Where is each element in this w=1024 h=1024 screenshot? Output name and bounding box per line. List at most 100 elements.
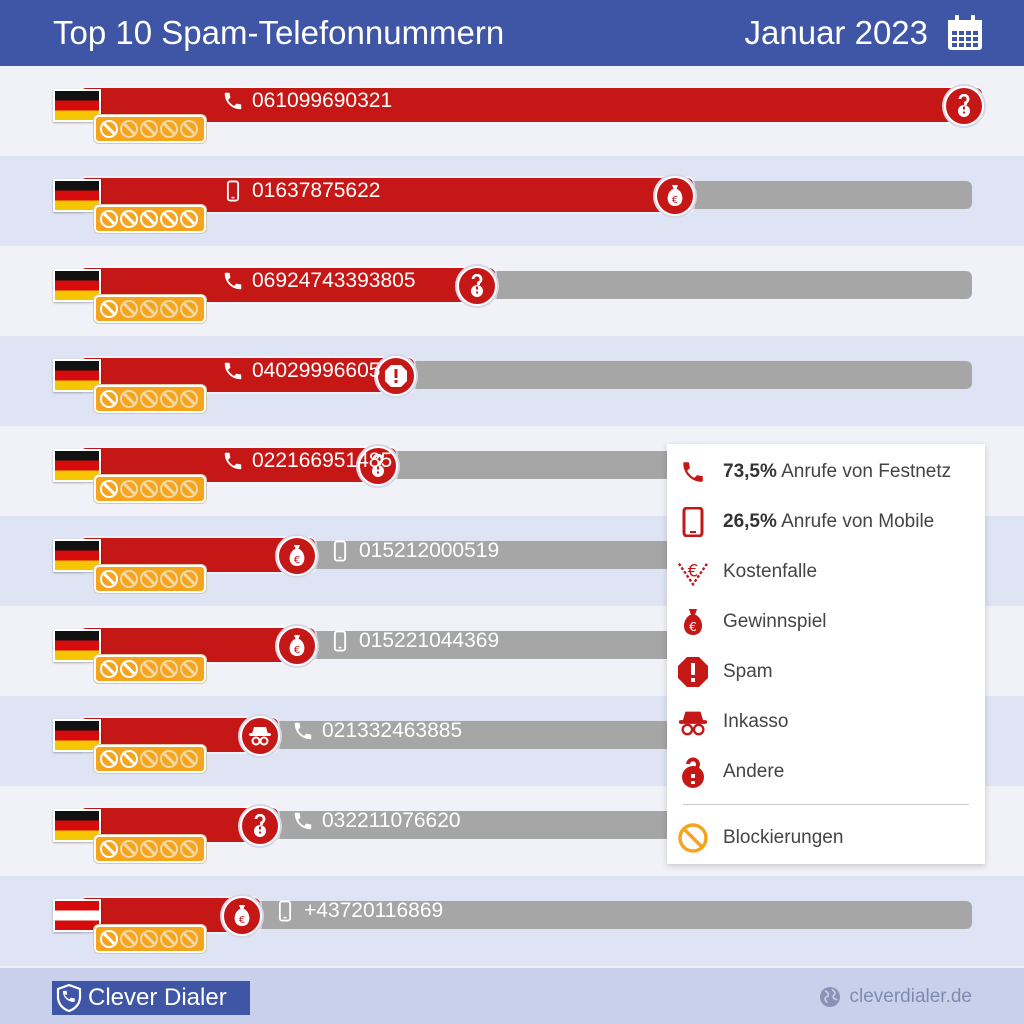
block-icon (140, 660, 158, 678)
block-icon (140, 480, 158, 498)
table-row: 04029996605 (0, 336, 1024, 426)
blockings-badge (94, 745, 206, 773)
legend-spam-label: Spam (723, 661, 773, 682)
block-icon (180, 840, 198, 858)
landline-phone-icon (224, 362, 242, 380)
block-icon (160, 570, 178, 588)
phone-number-text: +43720116869 (304, 899, 444, 922)
block-icon (160, 750, 178, 768)
block-icon (100, 570, 118, 588)
andere-category-icon (240, 806, 280, 846)
table-row: €01637875622 (0, 156, 1024, 246)
legend-mobile: 26,5% Anrufe von Mobile (677, 506, 934, 538)
cost-trap-icon: € (677, 561, 709, 587)
legend-mobile-label: Anrufe von Mobile (781, 511, 935, 532)
phone-number: 022166951485 (222, 449, 392, 473)
header-bar: Top 10 Spam-Telefonnummern Januar 2023 (0, 0, 1024, 66)
block-icon (100, 210, 118, 228)
phone-number: +43720116869 (274, 899, 443, 923)
block-icon (160, 390, 178, 408)
phone-number: 021332463885 (292, 719, 462, 743)
bar-fill (80, 88, 982, 122)
svg-text:€: € (294, 645, 300, 656)
table-row: 061099690321 (0, 66, 1024, 156)
block-icon (180, 480, 198, 498)
block-icon (120, 210, 138, 228)
legend-andere: Andere (677, 756, 784, 788)
blockings-badge (94, 205, 206, 233)
gewinnspiel-category-icon: € (222, 896, 262, 936)
block-icon (160, 480, 178, 498)
phone-number: 061099690321 (222, 89, 392, 113)
phone-number-text: 04029996605 (252, 359, 381, 382)
block-icon (100, 750, 118, 768)
legend-blockierungen: Blockierungen (677, 822, 843, 854)
blockings-badge (94, 925, 206, 953)
block-icon (678, 823, 708, 853)
block-icon (160, 300, 178, 318)
legend-festnetz-value: 73,5% (723, 461, 777, 482)
other-question-icon (682, 757, 704, 788)
mobile-phone-icon (333, 540, 347, 562)
blockings-badge (94, 115, 206, 143)
block-icon (180, 750, 198, 768)
calendar-icon (948, 15, 982, 50)
mobile-phone-icon (226, 180, 240, 202)
legend-inkasso: Inkasso (677, 706, 788, 738)
blockings-badge (94, 385, 206, 413)
shield-phone-icon (56, 984, 82, 1012)
flag-de-icon (53, 449, 101, 482)
block-icon (160, 660, 178, 678)
block-icon (180, 210, 198, 228)
block-icon (160, 210, 178, 228)
mobile-phone-icon (682, 507, 704, 537)
blockings-badge (94, 655, 206, 683)
brand-name: Clever Dialer (88, 984, 227, 1011)
spam-warning-icon (678, 657, 708, 687)
block-icon (180, 930, 198, 948)
block-icon (100, 120, 118, 138)
block-icon (120, 480, 138, 498)
legend-panel: 73,5% Anrufe von Festnetz 26,5% Anrufe v… (667, 444, 985, 864)
mobile-phone-icon (278, 900, 292, 922)
svg-text:€: € (689, 620, 697, 634)
flag-de-icon (53, 539, 101, 572)
block-icon (100, 300, 118, 318)
brand-logo: Clever Dialer (52, 981, 250, 1015)
flag-de-icon (53, 269, 101, 302)
flag-de-icon (53, 89, 101, 122)
block-icon (100, 930, 118, 948)
block-icon (120, 660, 138, 678)
website-link[interactable]: cleverdialer.de (819, 986, 972, 1008)
debt-collector-icon (678, 711, 708, 736)
phone-number-text: 021332463885 (322, 719, 463, 742)
legend-mobile-value: 26,5% (723, 511, 777, 532)
block-icon (180, 120, 198, 138)
landline-phone-icon (683, 462, 703, 482)
phone-number-text: 061099690321 (252, 89, 393, 112)
block-icon (120, 120, 138, 138)
gewinnspiel-category-icon: € (277, 536, 317, 576)
legend-kostenfalle-label: Kostenfalle (723, 561, 818, 582)
landline-phone-icon (294, 812, 312, 830)
block-icon (100, 840, 118, 858)
block-icon (140, 570, 158, 588)
block-icon (140, 930, 158, 948)
phone-number: 015212000519 (329, 539, 499, 563)
phone-number: 04029996605 (222, 359, 380, 383)
flag-de-icon (53, 629, 101, 662)
svg-text:€: € (672, 195, 678, 206)
phone-number-text: 015221044369 (359, 629, 500, 652)
page-title: Top 10 Spam-Telefonnummern (53, 14, 505, 51)
legend-gewinnspiel: € Gewinnspiel (677, 606, 827, 638)
legend-blockierungen-label: Blockierungen (723, 827, 844, 848)
block-icon (120, 390, 138, 408)
legend-spam: Spam (677, 656, 773, 688)
block-icon (140, 210, 158, 228)
landline-phone-icon (224, 92, 242, 110)
block-icon (100, 660, 118, 678)
landline-phone-icon (224, 272, 242, 290)
landline-phone-icon (294, 722, 312, 740)
blockings-badge (94, 565, 206, 593)
table-row: € +43720116869 (0, 876, 1024, 966)
